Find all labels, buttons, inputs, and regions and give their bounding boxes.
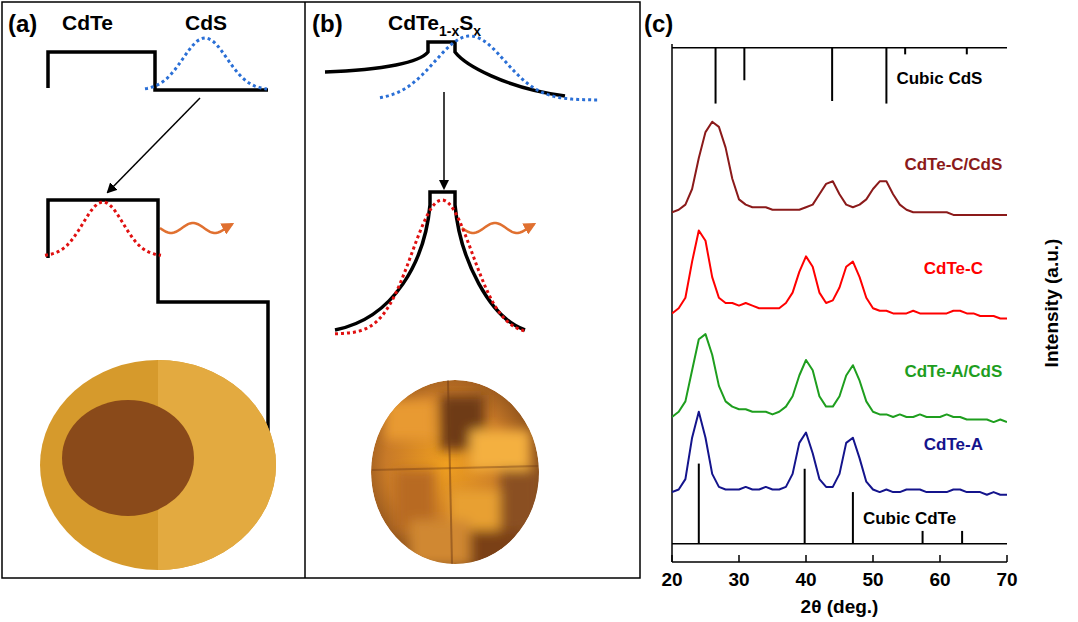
wavefunction xyxy=(380,36,600,100)
formula-part: 1-x xyxy=(439,23,459,39)
grain-boundary xyxy=(448,380,452,564)
wavefunction xyxy=(335,200,527,334)
x-tick-label: 60 xyxy=(929,569,950,590)
formula-part: CdTe xyxy=(388,11,439,34)
xrd-pattern xyxy=(672,122,1007,215)
series-label: CdTe-C/CdS xyxy=(904,155,1002,174)
series-label: Cubic CdTe xyxy=(863,509,956,528)
emission-arrow xyxy=(462,223,534,233)
y-axis-title: Intensity (a.u.) xyxy=(1041,239,1062,368)
alloy-texture xyxy=(385,395,540,570)
core xyxy=(62,400,194,516)
texture-patch xyxy=(410,520,470,565)
reference-peak xyxy=(885,48,887,104)
reference-peak xyxy=(961,531,963,544)
figure: (a)(b)(c)CdTeCdSCdTe1-xSx2030405060702θ … xyxy=(0,0,1078,622)
texture-patch xyxy=(385,400,435,440)
x-axis xyxy=(672,561,1007,563)
reference-baseline xyxy=(672,543,1007,545)
series-label: CdTe-A/CdS xyxy=(904,362,1002,381)
shell xyxy=(40,360,276,570)
material-label: CdTe xyxy=(62,11,113,34)
x-axis-title: 2θ (deg.) xyxy=(801,596,879,617)
plot-data xyxy=(672,48,1007,544)
x-tick xyxy=(1006,555,1008,562)
panel-divider xyxy=(304,2,306,578)
wavefunction xyxy=(45,202,161,255)
y-axis xyxy=(671,44,673,562)
xrd-pattern xyxy=(672,231,1007,319)
x-tick xyxy=(939,555,941,562)
reference-peak xyxy=(698,464,700,544)
series-label: Cubic CdS xyxy=(896,69,982,88)
reference-baseline xyxy=(672,47,1007,49)
reference-peak xyxy=(852,492,854,544)
arrow xyxy=(108,98,200,192)
arrow xyxy=(443,92,445,188)
x-tick-label: 20 xyxy=(661,569,682,590)
reference-peak xyxy=(743,48,745,81)
panel-label: (a) xyxy=(8,10,37,37)
reference-peak xyxy=(966,48,968,55)
texture-patch xyxy=(500,470,540,530)
formula-part: S xyxy=(459,11,473,34)
reference-peak xyxy=(922,531,924,544)
x-tick xyxy=(805,555,807,562)
reference-peak xyxy=(715,48,717,104)
material-label: CdS xyxy=(185,11,227,34)
series-label: CdTe-C xyxy=(924,259,983,278)
panel-frame xyxy=(2,2,640,578)
x-tick-label: 30 xyxy=(728,569,749,590)
x-tick-label: 50 xyxy=(862,569,883,590)
alloy-particle xyxy=(371,380,540,570)
panel-label: (b) xyxy=(312,10,343,37)
wavefunction xyxy=(145,38,267,89)
series-labels: Cubic CdS CdTe-C/CdS CdTe-C CdTe-A/CdS CdTe-… xyxy=(863,69,1002,528)
grain-boundary xyxy=(372,466,538,470)
band-edge xyxy=(325,42,565,96)
texture-patch xyxy=(470,430,530,470)
x-tick xyxy=(671,555,673,562)
reference-peak xyxy=(904,48,906,55)
texture-patch xyxy=(470,530,520,570)
band-edge xyxy=(335,192,525,330)
x-tick xyxy=(872,555,874,562)
x-tick-label: 70 xyxy=(996,569,1017,590)
shell-half xyxy=(158,360,276,570)
series-label: CdTe-A xyxy=(924,435,983,454)
reference-peak xyxy=(831,48,833,101)
xrd-pattern xyxy=(672,334,1007,422)
x-tick xyxy=(738,555,740,562)
x-tick-label: 40 xyxy=(795,569,816,590)
xrd-pattern xyxy=(672,412,1007,495)
reference-peak xyxy=(804,469,806,544)
panel-label: (c) xyxy=(644,10,673,37)
emission-arrow xyxy=(160,223,232,233)
